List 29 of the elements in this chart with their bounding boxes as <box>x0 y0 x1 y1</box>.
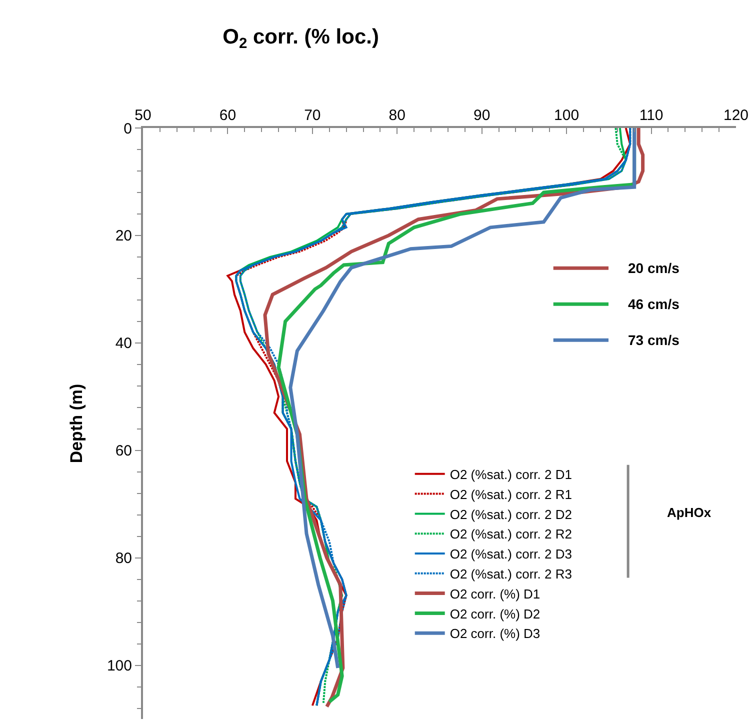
legend-label: O2 (%sat.) corr. 2 D1 <box>450 466 572 482</box>
y-tick-label: 60 <box>115 442 132 460</box>
x-tick-label: 80 <box>388 107 406 124</box>
legend-label: O2 corr. (%) D2 <box>450 606 540 622</box>
x-tick-label: 120 <box>723 107 749 124</box>
x-tick-label: 100 <box>554 107 580 124</box>
legend-label: O2 (%sat.) corr. 2 R2 <box>450 526 572 542</box>
x-tick-label: 70 <box>304 107 321 124</box>
legend-label: O2 (%sat.) corr. 2 D3 <box>450 546 572 562</box>
annotation: 46 cm/s <box>628 296 680 312</box>
y-tick-label: 80 <box>115 550 132 568</box>
annotation: 73 cm/s <box>628 332 680 348</box>
legend-label: O2 (%sat.) corr. 2 R1 <box>450 486 572 502</box>
y-tick-label: 100 <box>106 658 132 675</box>
x-tick-label: 50 <box>134 107 152 124</box>
legend-label: O2 corr. (%) D3 <box>450 626 540 642</box>
x-tick-label: 60 <box>219 107 236 124</box>
legend-label: O2 corr. (%) D1 <box>450 586 540 602</box>
annotation: 20 cm/s <box>628 260 680 276</box>
legend-label: O2 (%sat.) corr. 2 R3 <box>450 566 572 582</box>
y-tick-label: 20 <box>115 228 132 245</box>
annotation: ApHOx <box>667 505 712 520</box>
legend-label: O2 (%sat.) corr. 2 D2 <box>450 506 572 522</box>
x-tick-label: 110 <box>639 107 664 124</box>
chart-title: O$_{2}$ corr. (% loc.) <box>222 26 379 52</box>
y-tick-label: 0 <box>124 120 132 138</box>
y-tick-label: 40 <box>115 335 132 352</box>
x-tick-label: 90 <box>474 107 490 124</box>
y-axis-title: Depth (m) <box>67 384 86 464</box>
